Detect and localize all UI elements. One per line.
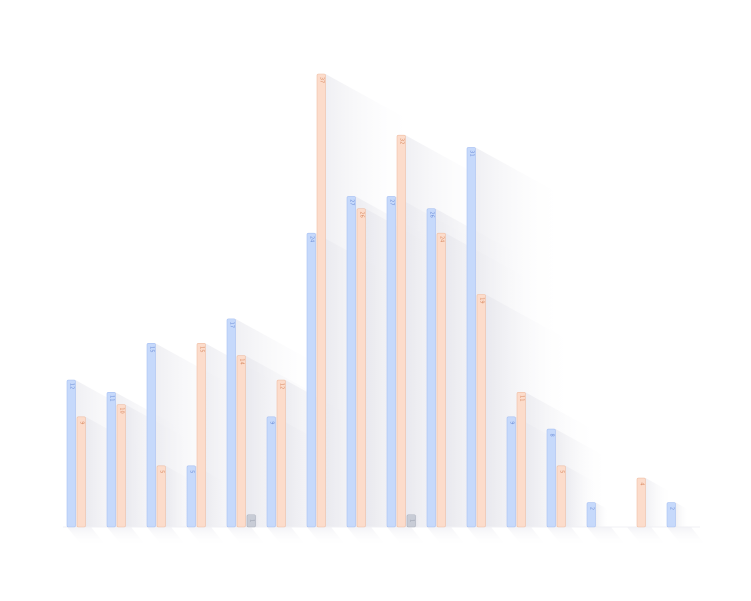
bar[interactable] [266,416,276,528]
bar[interactable] [146,343,156,528]
bars-layer [66,73,676,528]
bar[interactable] [196,343,206,528]
bar[interactable] [506,416,516,528]
floor-shadow [467,527,507,547]
bar[interactable] [546,428,556,528]
bar-value-label: 31 [468,150,474,156]
bar[interactable] [236,355,246,528]
bar[interactable] [276,379,286,528]
bar-value-label: 15 [148,346,154,352]
bar-value-label: 1 [408,519,414,522]
floor-shadow [107,527,147,547]
bar[interactable] [306,232,316,528]
bar-value-label: 15 [198,346,204,352]
bar-shadow [675,502,689,527]
bar-value-label: 12 [278,383,284,389]
bar[interactable] [66,379,76,528]
bar-shadow [645,478,673,527]
bar[interactable] [156,465,166,528]
bar[interactable] [426,208,436,528]
bar-value-label: 10 [118,407,124,413]
bar[interactable] [356,208,366,528]
bar[interactable] [396,134,406,528]
bar-value-label: 5 [188,470,194,473]
bar-shadow [415,514,423,527]
bar-value-label: 24 [308,236,314,242]
floor-shadow [427,527,467,547]
floor-shadow [67,527,107,547]
bar-value-label: 9 [508,421,514,424]
floor-shadow [627,527,667,547]
bar-value-label: 2 [668,507,674,510]
bar-value-label: 19 [478,297,484,303]
bar[interactable] [346,196,356,528]
bar-value-label: 5 [558,470,564,473]
floor-shadow [307,527,347,547]
bar[interactable] [386,196,396,528]
floor-shadow [147,527,187,547]
floor-shadow [587,527,627,547]
bar[interactable] [476,294,486,528]
bar[interactable] [246,514,256,528]
bar-value-label: 26 [428,211,434,217]
bar[interactable] [666,502,676,528]
bar-value-label: 9 [268,421,274,424]
floor-shadow [227,527,267,547]
bar-value-label: 1 [248,519,254,522]
bar-value-label: 12 [68,383,74,389]
floor-shadow [187,527,227,547]
bar-value-label: 5 [158,470,164,473]
bar[interactable] [186,465,196,528]
bar[interactable] [316,73,326,528]
floor-shadow [667,527,707,547]
bar-value-label: 9 [78,421,84,424]
bar[interactable] [406,514,416,528]
bar-value-label: 32 [398,138,404,144]
bar[interactable] [636,477,646,528]
bar[interactable] [556,465,566,528]
bar-value-label: 24 [438,236,444,242]
floor-shadow [507,527,547,547]
floor-shadow [547,527,587,547]
bar[interactable] [116,404,126,528]
bar[interactable] [106,392,116,528]
bar-value-label: 27 [348,199,354,205]
bar[interactable] [586,502,596,528]
floor-shadow [267,527,307,547]
bar-shadow [255,514,263,527]
bar-value-label: 14 [238,358,244,364]
bar[interactable] [466,147,476,528]
bar[interactable] [436,232,446,528]
bar-value-label: 26 [358,211,364,217]
bar-value-label: 4 [638,482,644,485]
bar-value-label: 17 [228,322,234,328]
bar-value-label: 8 [548,433,554,436]
bar-value-label: 11 [518,395,524,401]
bar[interactable] [226,318,236,528]
bar-value-label: 2 [588,507,594,510]
bar-value-label: 37 [318,77,324,83]
floor-shadow [347,527,387,547]
bar-value-label: 11 [108,395,114,401]
floor-shadow [387,527,427,547]
bar-shadow [595,502,609,527]
bar[interactable] [76,416,86,528]
bar[interactable] [516,392,526,528]
bar-value-label: 27 [388,199,394,205]
